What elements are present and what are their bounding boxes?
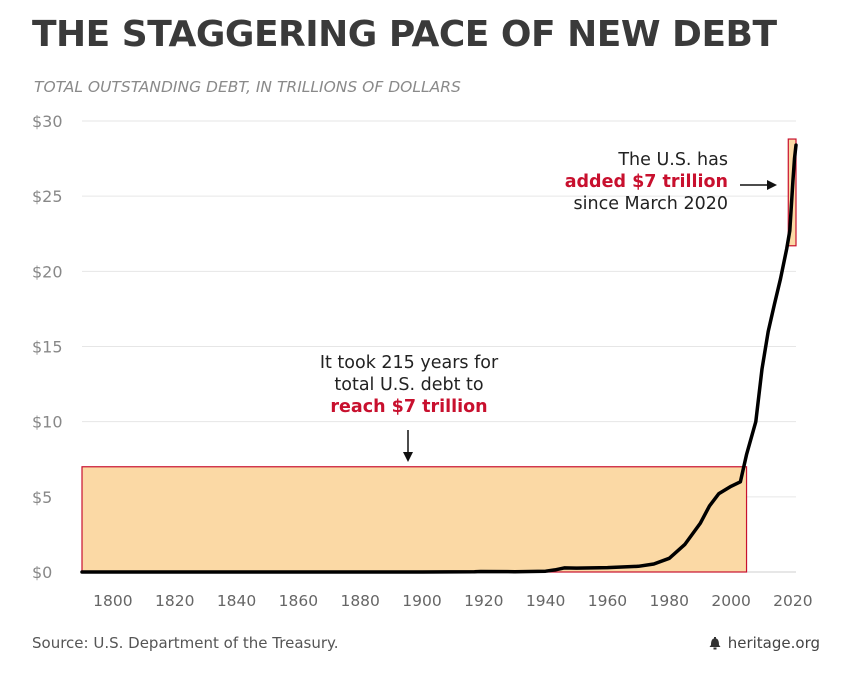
liberty-bell-icon: [709, 637, 721, 650]
x-tick-label: 1980: [650, 592, 689, 610]
annotation-left: It took 215 years for total U.S. debt to…: [284, 352, 534, 418]
series-line-total-debt: [80, 143, 798, 574]
annotation-right: The U.S. has added $7 trillion since Mar…: [530, 149, 750, 215]
y-tick-label: $0: [32, 563, 52, 582]
y-tick-label: $30: [32, 112, 63, 131]
debt-line-chart: $0 $5 $10 $15 $20 $25 $30 1800 1820 1840 1860 1880 1…: [32, 112, 813, 610]
x-tick-label: 1920: [464, 592, 503, 610]
annotation-right-line3: since March 2020: [573, 194, 728, 214]
x-tick-label: 1860: [279, 592, 318, 610]
x-tick-label: 1840: [217, 592, 256, 610]
chart-title: THE STAGGERING PACE OF NEW DEBT: [32, 14, 777, 55]
annotation-left-line3: reach $7 trillion: [330, 397, 488, 417]
credit-text: heritage.org: [727, 634, 820, 652]
annotation-right-line1: The U.S. has: [618, 150, 728, 170]
annotation-left-line1: It took 215 years for: [319, 353, 499, 373]
annotation-right-line2: added $7 trillion: [564, 172, 728, 192]
x-tick-label: 1820: [155, 592, 194, 610]
y-tick-label: $10: [32, 413, 63, 432]
arrow-down-head: [403, 452, 413, 462]
arrow-right-head: [767, 180, 777, 190]
credit[interactable]: heritage.org: [708, 634, 820, 652]
x-tick-label: 1800: [93, 592, 132, 610]
x-tick-label: 1880: [340, 592, 379, 610]
y-tick-label: $5: [32, 488, 52, 507]
y-tick-label: $25: [32, 187, 63, 206]
annotation-left-line2: total U.S. debt to: [334, 375, 484, 395]
y-tick-label: $20: [32, 262, 63, 281]
chart-subtitle: TOTAL OUTSTANDING DEBT, IN TRILLIONS OF …: [34, 78, 461, 96]
highlight-box-first-7-trillion: [81, 466, 748, 573]
x-tick-label: 2020: [773, 592, 812, 610]
y-tick-label: $15: [32, 338, 63, 357]
source-note: Source: U.S. Department of the Treasury.: [32, 634, 339, 652]
x-tick-label: 2000: [711, 592, 750, 610]
x-tick-label: 1900: [402, 592, 441, 610]
x-tick-label: 1960: [588, 592, 627, 610]
x-tick-label: 1940: [526, 592, 565, 610]
